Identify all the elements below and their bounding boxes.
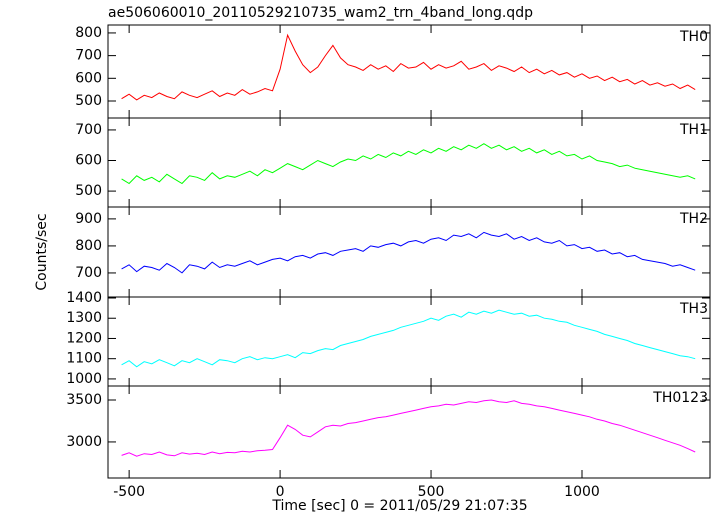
chart-title: ae506060010_20110529210735_wam2_trn_4ban… [108,5,533,21]
panel-label: TH3 [679,301,708,317]
y-tick-label: 800 [75,25,102,41]
data-line [121,33,696,101]
y-axis-label: Counts/sec [34,213,50,290]
panel-frame [107,385,711,479]
data-line [121,309,696,368]
y-tick-label: 1300 [66,310,102,326]
x-tick-label: -500 [113,484,145,500]
y-tick-label: 500 [75,183,102,199]
y-tick-label: 800 [75,238,102,254]
data-line [121,231,696,274]
panel-frame [107,24,711,119]
data-line [121,143,696,185]
y-tick-label: 600 [75,153,102,169]
panel-frame [107,296,711,387]
x-axis-label: Time [sec] 0 = 2011/05/29 21:07:35 [271,498,527,514]
panel-frame [107,117,711,208]
y-tick-label: 700 [75,265,102,281]
panel-label: TH0 [679,29,708,45]
y-tick-label: 1000 [66,371,102,387]
y-tick-label: 3000 [66,434,102,450]
y-tick-label: 700 [75,48,102,64]
y-tick-label: 900 [75,211,102,227]
y-tick-label: 1200 [66,330,102,346]
y-tick-label: 700 [75,122,102,138]
panel-label: TH1 [679,122,708,138]
x-tick-label: 1000 [564,484,600,500]
y-tick-label: 600 [75,70,102,86]
y-tick-label: 500 [75,93,102,109]
y-tick-label: 1400 [66,290,102,306]
x-tick-label: 500 [418,484,445,500]
panel-label: TH0123 [652,390,708,406]
y-tick-label: 1100 [66,351,102,367]
panel-label: TH2 [679,211,708,227]
y-tick-label: 3500 [66,392,102,408]
data-line [121,399,696,457]
panel-frame [107,206,711,298]
x-tick-label: 0 [276,484,285,500]
